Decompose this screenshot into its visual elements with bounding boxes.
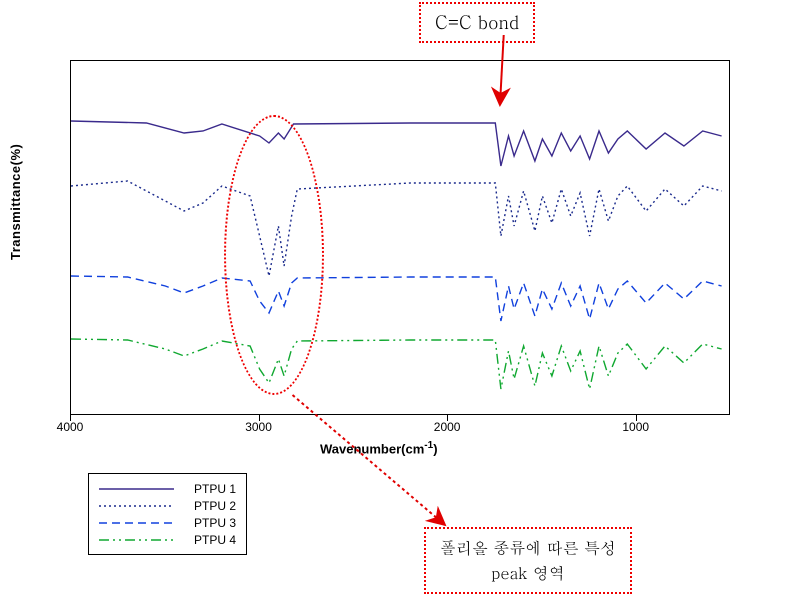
legend-row: PTPU 4 (99, 531, 236, 548)
spectrum-line-ptpu-3 (71, 276, 722, 321)
legend-row: PTPU 2 (99, 497, 236, 514)
spectra-svg (71, 61, 731, 416)
legend-label: PTPU 3 (194, 516, 236, 530)
y-axis-label: Transmittance(%) (8, 144, 23, 260)
spectrum-line-ptpu-4 (71, 339, 722, 389)
spectrum-line-ptpu-1 (71, 121, 722, 166)
xlabel-close: ) (433, 441, 437, 456)
legend-swatch (99, 482, 174, 496)
legend-row: PTPU 1 (99, 480, 236, 497)
legend-label: PTPU 4 (194, 533, 236, 547)
x-axis-label: Wavenumber(cm-1) (320, 440, 438, 456)
xlabel-sup: -1 (424, 440, 433, 451)
x-tick-label: 2000 (434, 420, 461, 434)
legend-swatch (99, 499, 174, 513)
highlight-ellipse (224, 115, 324, 395)
legend-swatch (99, 516, 174, 530)
plot-area (70, 60, 730, 415)
callout-line2: peak 영역 (440, 560, 616, 586)
callout-cc-bond: C=C bond (419, 2, 535, 43)
legend: PTPU 1 PTPU 2 PTPU 3 PTPU 4 (88, 473, 247, 555)
legend-label: PTPU 2 (194, 499, 236, 513)
legend-swatch (99, 533, 174, 547)
x-tick-label: 1000 (622, 420, 649, 434)
callout-text: C=C bond (435, 10, 519, 35)
spectrum-line-ptpu-2 (71, 181, 722, 276)
x-tick-label: 3000 (245, 420, 272, 434)
x-tick-label: 4000 (57, 420, 84, 434)
callout-polyol: 폴리올 종류에 따른 특성 peak 영역 (424, 527, 632, 594)
callout-line1: 폴리올 종류에 따른 특성 (440, 535, 616, 561)
figure-container: C=C bond 폴리올 종류에 따른 특성 peak 영역 Transmitt… (0, 0, 795, 604)
legend-row: PTPU 3 (99, 514, 236, 531)
legend-label: PTPU 1 (194, 482, 236, 496)
xlabel-text: Wavenumber(cm (320, 441, 424, 456)
